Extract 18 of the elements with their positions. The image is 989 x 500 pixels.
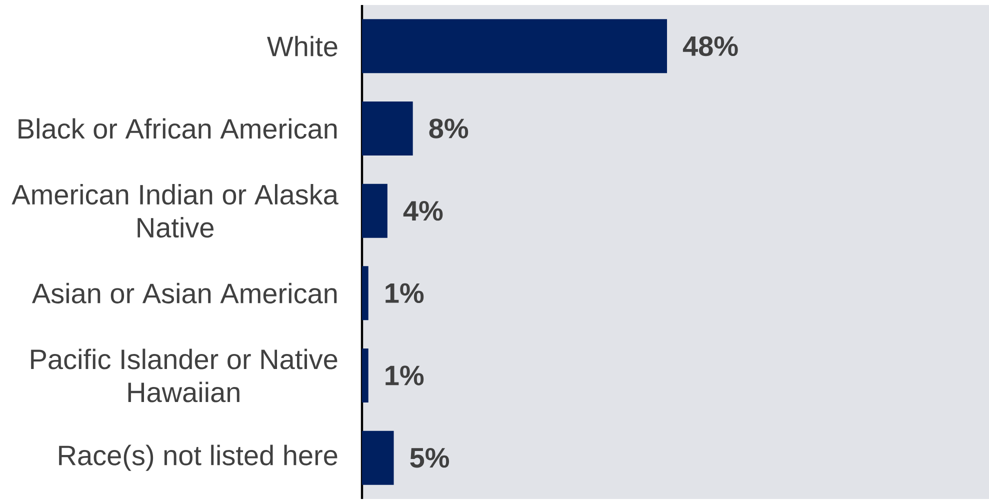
bar — [362, 184, 388, 238]
bar — [362, 348, 368, 402]
data-label: 8% — [429, 118, 468, 138]
bar — [362, 19, 668, 74]
bar — [362, 266, 368, 320]
data-label: 1% — [386, 283, 424, 303]
y-tick-label: Race(s) not listed here — [59, 444, 338, 471]
y-tick-label: Black or African American — [18, 118, 337, 139]
data-label: 1% — [386, 366, 424, 386]
bar — [362, 101, 413, 156]
data-label: 4% — [403, 200, 443, 221]
bar — [362, 430, 394, 485]
y-tick-label: Asian or Asian American — [32, 282, 337, 304]
data-label: 5% — [410, 448, 450, 468]
y-tick-label: Pacific Islander or Native Hawaiian — [31, 348, 338, 402]
y-tick-label: American Indian or Alaska Native — [12, 184, 338, 238]
data-label: 48% — [682, 36, 738, 56]
y-tick-label: White — [267, 36, 338, 56]
